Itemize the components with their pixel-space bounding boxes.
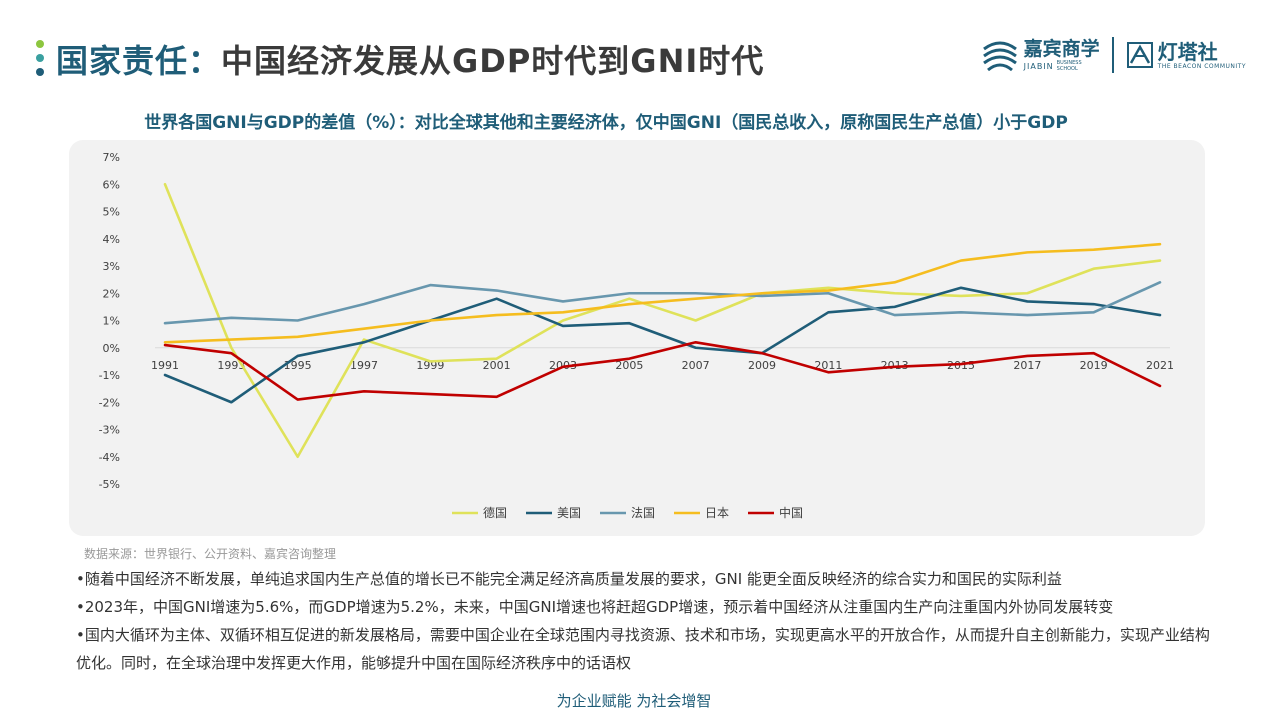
- y-tick-label: -1%: [99, 369, 120, 382]
- series-line: [163, 341, 1162, 401]
- series-line: [163, 286, 1162, 404]
- jiabin-logo: 嘉宾商学 JIABIN BUSINESS SCHOOL: [980, 35, 1100, 75]
- x-tick-label: 2005: [615, 359, 643, 372]
- x-tick-label: 2007: [682, 359, 710, 372]
- title-dot-1: [36, 40, 44, 48]
- x-tick-label: 2021: [1146, 359, 1174, 372]
- title-dots: [36, 40, 46, 82]
- chart-panel: 7% 6% 5% 4% 3% 2% 1% 0% -1% -2% -3% -4% -5% 1991 1993 1…: [69, 140, 1205, 536]
- y-tick-label: 0%: [103, 342, 120, 355]
- title-dot-3: [36, 68, 44, 76]
- x-tick-label: 1995: [284, 359, 312, 372]
- y-tick-label: 2%: [103, 287, 120, 300]
- legend-label: 中国: [779, 505, 803, 520]
- y-tick-label: 5%: [103, 206, 120, 219]
- bullet-item-2: •2023年，中国GNI增速为5.6%，而GDP增速为5.2%，未来，中国GNI…: [76, 598, 1114, 616]
- beacon-logo-cn: 灯塔社: [1157, 39, 1218, 64]
- beacon-logo-en: THE BEACON COMMUNITY: [1157, 62, 1246, 70]
- series-line: [163, 182, 1162, 459]
- x-tick-label: 1991: [151, 359, 179, 372]
- beacon-logo: 灯塔社 THE BEACON COMMUNITY: [1126, 41, 1246, 70]
- page-title-rest: 中国经济发展从GDP时代到GNI时代: [221, 42, 765, 80]
- x-tick-label: 2003: [549, 359, 577, 372]
- bullet-list: •随着中国经济不断发展，单纯追求国内生产总值的增长已不能完全满足经济高质量发展的…: [76, 565, 1216, 677]
- footer-slogan: 为企业赋能 为社会增智: [556, 692, 712, 710]
- jiabin-logo-en-small: BUSINESS SCHOOL: [1056, 60, 1082, 72]
- title-dot-2: [36, 54, 44, 62]
- x-tick-label: 2019: [1080, 359, 1108, 372]
- bullet-item-3: •国内大循环为主体、双循环相互促进的新发展格局，需要中国企业在全球范围内寻找资源…: [76, 626, 1210, 672]
- x-tick-label: 1993: [217, 359, 245, 372]
- bullet-item-1: •随着中国经济不断发展，单纯追求国内生产总值的增长已不能完全满足经济高质量发展的…: [76, 570, 1062, 588]
- x-tick-label: 2009: [748, 359, 776, 372]
- x-tick-label: 2001: [483, 359, 511, 372]
- y-tick-label: 1%: [103, 315, 120, 328]
- legend-label: 美国: [557, 506, 581, 520]
- beacon-emblem-icon: [1126, 42, 1153, 68]
- x-tick-label: 1997: [350, 359, 378, 372]
- y-tick-label: 4%: [103, 233, 120, 246]
- jiabin-wave-icon: [982, 41, 1017, 72]
- y-tick-label: -5%: [99, 478, 120, 491]
- legend-label: 法国: [631, 506, 655, 520]
- x-tick-label: 2011: [814, 359, 842, 372]
- x-tick-label: 2017: [1013, 359, 1041, 372]
- y-tick-label: 7%: [103, 151, 120, 164]
- chart-subtitle: 世界各国GNI与GDP的差值（%）：对比全球其他和主要经济体，仅中国GNI（国民…: [144, 113, 1068, 133]
- data-source: 数据来源：世界银行、公开资料、嘉宾咨询整理: [84, 547, 337, 561]
- y-tick-label: -3%: [99, 424, 120, 437]
- series-line: [163, 281, 1162, 325]
- logo-group: 嘉宾商学 JIABIN BUSINESS SCHOOL 灯塔社 THE BEAC…: [980, 30, 1246, 80]
- jiabin-logo-en: JIABIN: [1023, 61, 1054, 71]
- jiabin-logo-cn: 嘉宾商学: [1023, 38, 1100, 60]
- legend-label: 德国: [483, 505, 507, 520]
- legend-label: 日本: [705, 506, 729, 520]
- series-line: [163, 242, 1162, 344]
- line-chart: 7% 6% 5% 4% 3% 2% 1% 0% -1% -2% -3% -4% -5% 1991 1993 1…: [99, 151, 1174, 520]
- y-tick-label: 3%: [103, 260, 120, 273]
- y-tick-label: -2%: [99, 396, 120, 409]
- y-tick-label: 6%: [103, 178, 120, 191]
- page-title-accent: 国家责任：: [56, 42, 222, 80]
- logo-divider: [1111, 37, 1114, 73]
- y-tick-label: -4%: [99, 451, 120, 464]
- page-title: 国家责任：中国经济发展从GDP时代到GNI时代: [56, 36, 764, 82]
